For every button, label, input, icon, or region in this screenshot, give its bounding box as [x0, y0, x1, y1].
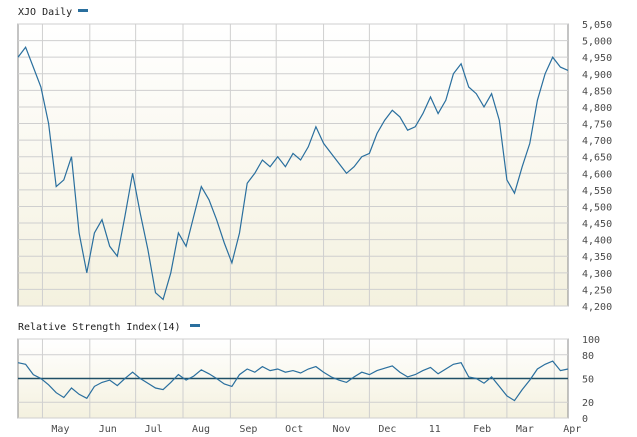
- rsi-y-axis: 100 80 50 20 0: [582, 335, 600, 425]
- price-y-tick-label: 4,200: [582, 302, 612, 313]
- price-y-tick-label: 5,000: [582, 37, 612, 48]
- rsi-y-tick-label: 80: [582, 351, 594, 362]
- rsi-y-tick-label: 20: [582, 398, 594, 409]
- price-y-tick-label: 4,750: [582, 120, 612, 131]
- rsi-y-tick-label: 0: [582, 414, 588, 425]
- price-y-tick-label: 4,800: [582, 103, 612, 114]
- rsi-y-tick-label: 100: [582, 335, 600, 346]
- price-y-tick-label: 4,500: [582, 202, 612, 213]
- x-tick-label: Mar: [516, 424, 534, 435]
- x-tick-label: 11: [429, 424, 441, 435]
- x-tick-label: Nov: [333, 424, 351, 435]
- price-y-tick-label: 4,650: [582, 153, 612, 164]
- price-y-tick-label: 5,050: [582, 20, 612, 31]
- price-chart-title: XJO Daily: [18, 7, 72, 18]
- x-tick-label: Apr: [563, 424, 581, 435]
- rsi-chart: 100 80 50 20 0 Relative Strength Index(14): [17, 322, 600, 425]
- price-y-tick-label: 4,550: [582, 186, 612, 197]
- x-tick-label: May: [51, 424, 69, 435]
- price-y-tick-label: 4,350: [582, 252, 612, 263]
- price-y-tick-label: 4,700: [582, 136, 612, 147]
- price-legend-swatch: [78, 9, 88, 12]
- price-y-tick-label: 4,950: [582, 53, 612, 64]
- price-y-tick-label: 4,850: [582, 86, 612, 97]
- price-y-tick-label: 4,600: [582, 169, 612, 180]
- price-grid: [18, 23, 568, 307]
- x-tick-label: Dec: [378, 424, 396, 435]
- price-y-tick-label: 4,400: [582, 236, 612, 247]
- price-y-tick-label: 4,300: [582, 269, 612, 280]
- x-tick-label: Jun: [99, 424, 117, 435]
- x-tick-label: Oct: [285, 424, 303, 435]
- x-tick-label: Aug: [192, 424, 210, 435]
- price-y-tick-label: 4,900: [582, 70, 612, 81]
- x-tick-label: Sep: [239, 424, 257, 435]
- rsi-y-tick-label: 50: [582, 375, 594, 386]
- price-y-tick-label: 4,250: [582, 285, 612, 296]
- price-series-line: [17, 45, 569, 301]
- price-y-axis: 5,050 5,000 4,950 4,900 4,850 4,800 4,750 4,700…: [582, 20, 612, 313]
- x-tick-label: Feb: [473, 424, 491, 435]
- rsi-chart-title: Relative Strength Index(14): [18, 322, 181, 333]
- price-plot-area: [17, 23, 569, 307]
- rsi-series-line: [17, 360, 569, 402]
- x-axis-month-labels: May Jun Jul Aug Sep Oct Nov Dec 11 Feb Mar Apr: [51, 424, 581, 435]
- rsi-legend-swatch: [190, 324, 200, 327]
- price-y-tick-label: 4,450: [582, 219, 612, 230]
- price-chart: 5,050 5,000 4,950 4,900 4,850 4,800 4,750 4,700…: [17, 7, 612, 313]
- x-tick-label: Jul: [145, 424, 163, 435]
